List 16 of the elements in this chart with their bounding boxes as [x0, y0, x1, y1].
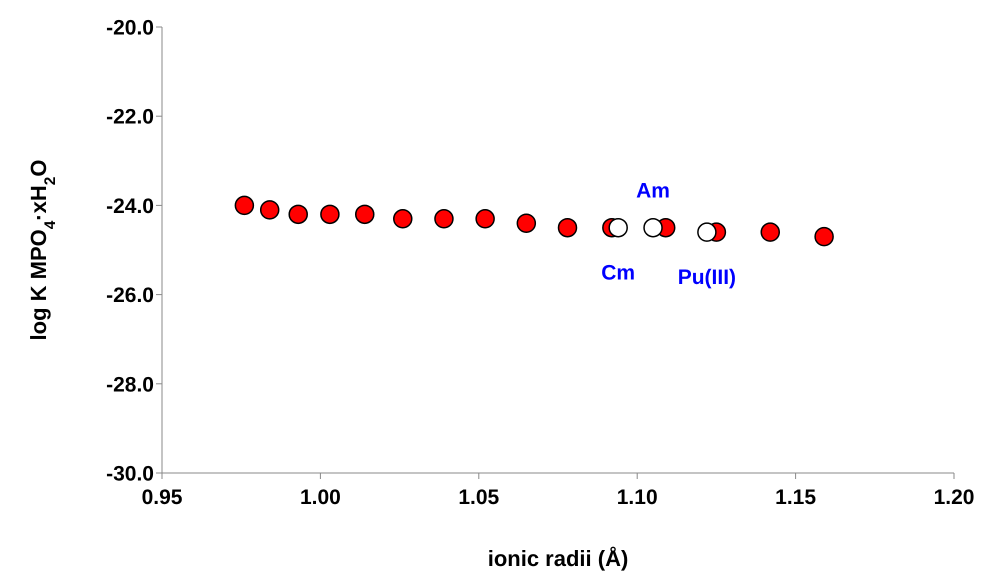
- x-tick-label: 1.20: [934, 486, 974, 509]
- x-tick-label: 1.10: [616, 486, 658, 509]
- x-tick-label: 1.15: [775, 486, 816, 509]
- y-tick-label: -20.0: [106, 16, 154, 40]
- x-tick-label: 0.95: [142, 486, 183, 509]
- y-tick-label: -24.0: [106, 194, 154, 218]
- annotation: Pu(III): [678, 266, 736, 290]
- annotation: Am: [636, 180, 670, 203]
- y-tick-label: -26.0: [106, 284, 154, 308]
- y-tick-label: -22.0: [106, 106, 154, 129]
- y-tick-label: -28.0: [106, 373, 154, 396]
- x-tick-label: 1.00: [300, 486, 341, 509]
- x-tick-label: 1.05: [458, 486, 500, 509]
- annotation: Cm: [601, 262, 636, 285]
- x-axis-title: ionic radii (Å): [488, 546, 628, 571]
- y-tick-label: -30.0: [106, 462, 154, 486]
